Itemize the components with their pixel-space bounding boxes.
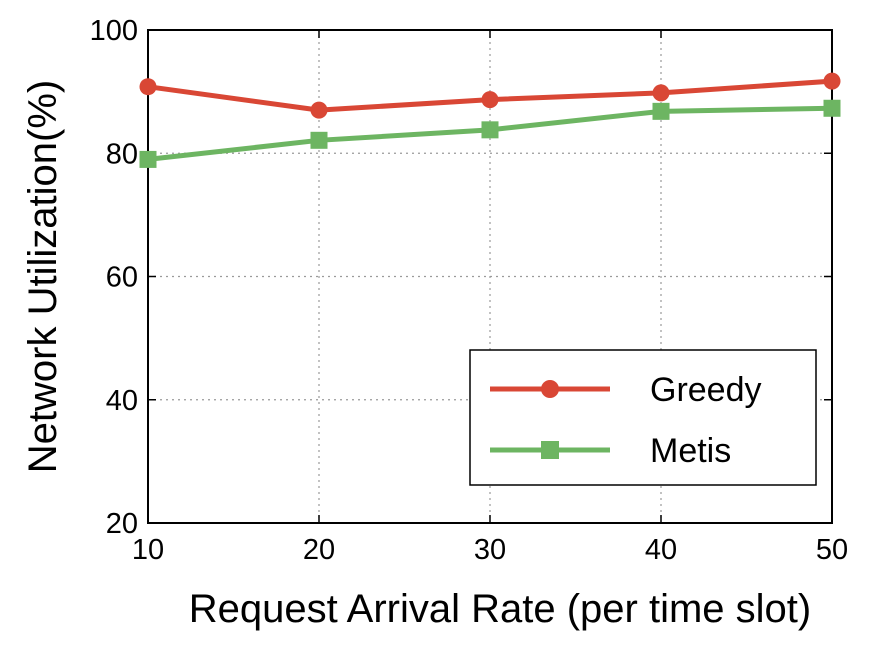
x-tick-label: 20 [303,534,335,566]
y-tick-label: 40 [106,385,138,417]
legend-box [469,349,817,486]
legend-label-greedy: Greedy [650,371,762,409]
data-point-metis [481,121,499,139]
legend-item-metis: Metis [490,432,731,470]
data-point-metis [823,99,841,117]
data-point-metis [310,131,328,149]
y-tick-label: 60 [106,262,138,294]
y-tick-label: 80 [106,138,138,170]
data-point-metis [652,102,670,120]
series-layer [139,72,841,168]
y-axis-title: Network Utilization(%) [21,80,65,473]
data-point-greedy [310,101,328,119]
x-tick-label: 10 [132,534,164,566]
series-greedy [139,72,841,119]
x-tick-label: 30 [474,534,506,566]
data-point-greedy [823,72,841,90]
series-metis [139,99,841,168]
legend-marker-metis [541,441,559,459]
x-tick-label: 40 [645,534,677,566]
legend-label-metis: Metis [650,432,731,470]
x-axis-title: Request Arrival Rate (per time slot) [189,587,811,631]
data-point-metis [139,150,157,168]
legend-item-greedy: Greedy [490,371,762,409]
y-tick-label: 20 [106,508,138,540]
data-point-greedy [139,78,157,96]
y-tick-label: 100 [90,15,138,47]
legend: Greedy Metis [469,349,817,486]
data-point-greedy [652,84,670,102]
legend-marker-greedy [541,380,559,398]
data-point-greedy [481,91,499,109]
x-tick-label: 50 [816,534,848,566]
